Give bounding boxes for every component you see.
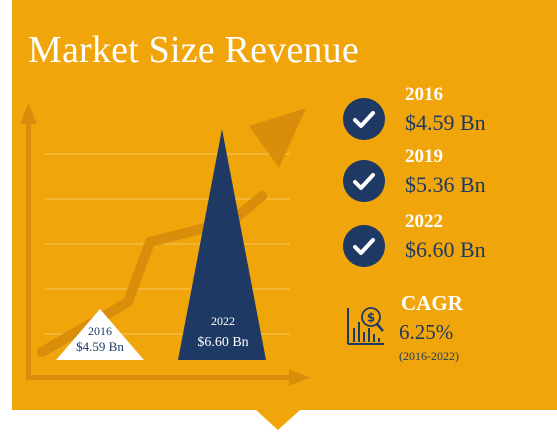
stat-year: 2022 xyxy=(405,211,443,232)
page-title: Market Size Revenue xyxy=(28,29,359,71)
stat-2016: 2016 $4.59 Bn xyxy=(343,84,543,152)
dollar-chart-icon: $ xyxy=(347,307,384,345)
triangle-label-2016: 2016 $4.59 Bn xyxy=(60,324,140,355)
background-card xyxy=(12,0,557,430)
cagr-value: 6.25% xyxy=(399,320,454,344)
trend-arrowhead xyxy=(249,108,306,168)
check-circle-icon xyxy=(343,98,385,140)
stat-value: $5.36 Bn xyxy=(405,172,486,197)
cagr-label: CAGR xyxy=(401,291,463,315)
data-triangle-2016 xyxy=(56,309,144,360)
svg-text:$: $ xyxy=(367,311,375,325)
triangle-year-2016: 2016 xyxy=(88,324,112,338)
stat-value: $6.60 Bn xyxy=(405,237,486,262)
stat-value: $4.59 Bn xyxy=(405,110,486,135)
triangle-year-2022: 2022 xyxy=(211,314,235,328)
triangle-value-2016: $4.59 Bn xyxy=(76,339,124,354)
stat-year: 2019 xyxy=(405,146,443,167)
data-triangle-2022 xyxy=(178,129,266,360)
stat-2022: 2022 $6.60 Bn xyxy=(343,211,543,279)
cagr-period: (2016-2022) xyxy=(399,349,459,363)
triangle-label-2022: 2022 $6.60 Bn xyxy=(183,314,263,351)
triangle-value-2022: $6.60 Bn xyxy=(197,335,249,350)
stat-year: 2016 xyxy=(405,84,443,105)
chart-axes xyxy=(20,103,310,386)
stat-2019: 2019 $5.36 Bn xyxy=(343,146,543,214)
check-circle-icon xyxy=(343,160,385,202)
check-circle-icon xyxy=(343,225,385,267)
